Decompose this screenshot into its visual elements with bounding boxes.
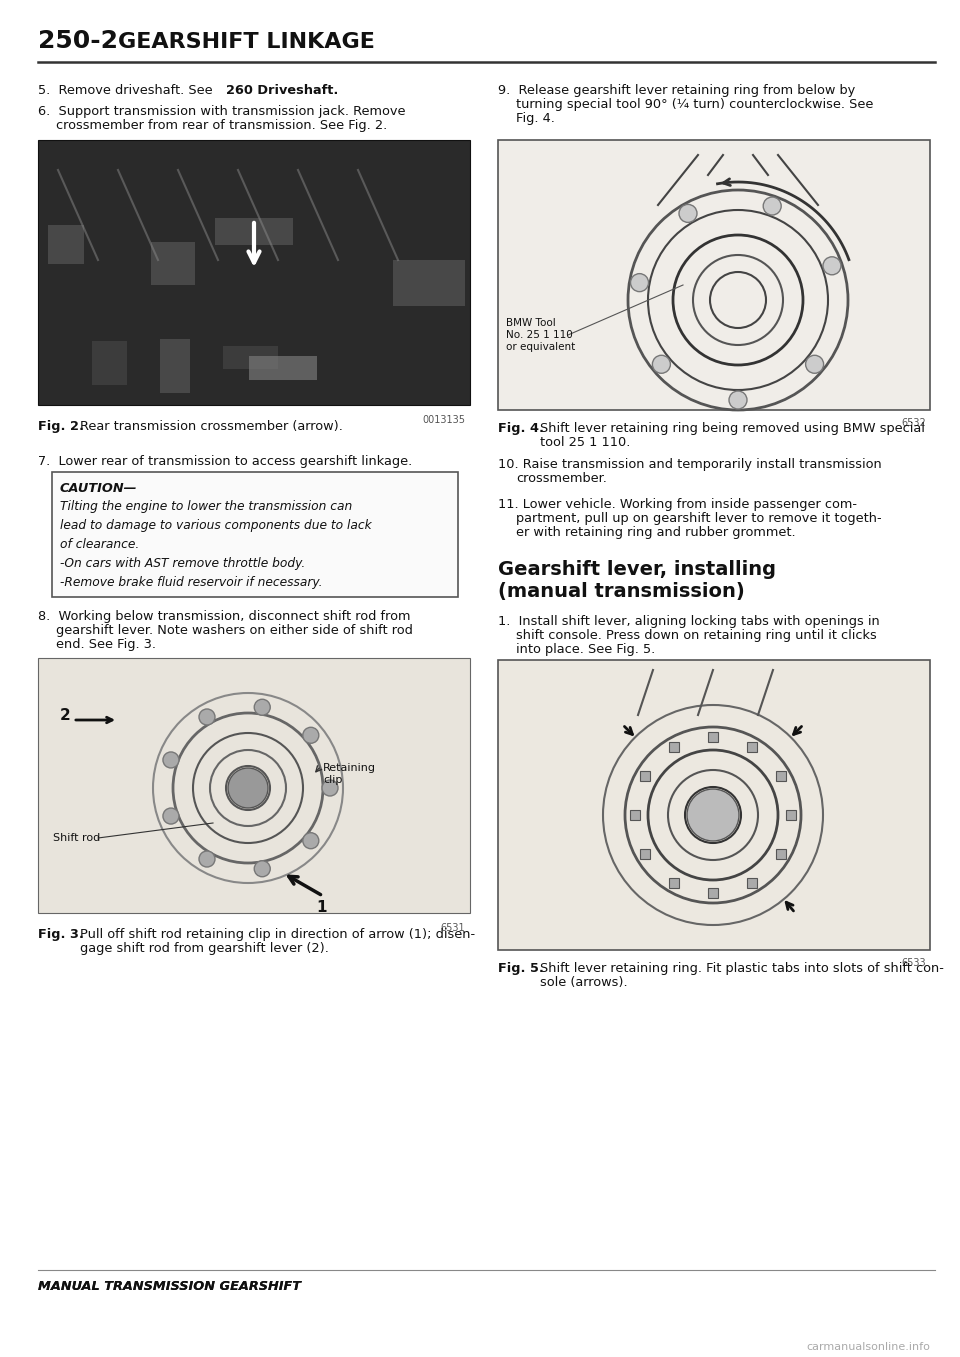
Text: gage shift rod from gearshift lever (2).: gage shift rod from gearshift lever (2). bbox=[80, 942, 329, 955]
Text: Fig. 4.: Fig. 4. bbox=[498, 422, 544, 436]
Text: -On cars with AST remove throttle body.: -On cars with AST remove throttle body. bbox=[60, 556, 305, 570]
Text: 10. Raise transmission and temporarily install transmission: 10. Raise transmission and temporarily i… bbox=[498, 459, 881, 471]
Bar bbox=[223, 346, 278, 369]
Circle shape bbox=[163, 752, 179, 768]
Bar bbox=[151, 242, 195, 285]
Circle shape bbox=[254, 860, 270, 877]
Bar bbox=[708, 887, 718, 898]
Text: sole (arrows).: sole (arrows). bbox=[540, 976, 628, 989]
Text: 6531: 6531 bbox=[441, 923, 465, 934]
Bar bbox=[52, 472, 458, 597]
Bar bbox=[92, 341, 127, 385]
Circle shape bbox=[302, 833, 319, 848]
Text: lead to damage to various components due to lack: lead to damage to various components due… bbox=[60, 518, 372, 532]
Circle shape bbox=[631, 274, 649, 292]
Text: Shift rod: Shift rod bbox=[53, 833, 100, 843]
Text: crossmember.: crossmember. bbox=[516, 472, 607, 484]
Text: Retaining
clip: Retaining clip bbox=[323, 763, 376, 784]
Circle shape bbox=[653, 356, 670, 373]
Circle shape bbox=[322, 780, 338, 797]
Bar bbox=[747, 878, 757, 887]
Text: into place. See Fig. 5.: into place. See Fig. 5. bbox=[516, 643, 656, 655]
Text: No. 25 1 110: No. 25 1 110 bbox=[506, 330, 573, 341]
Text: 6.  Support transmission with transmission jack. Remove: 6. Support transmission with transmissio… bbox=[38, 104, 405, 118]
Bar bbox=[498, 660, 930, 950]
Text: 1.  Install shift lever, aligning locking tabs with openings in: 1. Install shift lever, aligning locking… bbox=[498, 615, 879, 628]
Text: er with retaining ring and rubber grommet.: er with retaining ring and rubber gromme… bbox=[516, 527, 796, 539]
Text: Fig. 5.: Fig. 5. bbox=[498, 962, 544, 974]
Text: 260 Driveshaft.: 260 Driveshaft. bbox=[226, 84, 338, 96]
Bar bbox=[215, 218, 293, 246]
Text: shift console. Press down on retaining ring until it clicks: shift console. Press down on retaining r… bbox=[516, 630, 876, 642]
Text: Fig. 4.: Fig. 4. bbox=[516, 113, 555, 125]
Bar bbox=[708, 731, 718, 742]
Text: tool 25 1 110.: tool 25 1 110. bbox=[540, 436, 631, 449]
Text: partment, pull up on gearshift lever to remove it togeth-: partment, pull up on gearshift lever to … bbox=[516, 512, 881, 525]
Text: 250-2: 250-2 bbox=[38, 28, 118, 53]
Text: crossmember from rear of transmission. See Fig. 2.: crossmember from rear of transmission. S… bbox=[56, 119, 387, 132]
Text: GEARSHIFT LINKAGE: GEARSHIFT LINKAGE bbox=[118, 33, 374, 52]
Bar bbox=[38, 140, 470, 404]
Text: 5.  Remove driveshaft. See: 5. Remove driveshaft. See bbox=[38, 84, 217, 96]
Circle shape bbox=[199, 851, 215, 867]
Circle shape bbox=[163, 807, 179, 824]
Circle shape bbox=[729, 391, 747, 408]
Circle shape bbox=[254, 699, 270, 715]
Text: 1: 1 bbox=[316, 900, 326, 915]
Bar bbox=[498, 140, 930, 410]
Text: -Remove brake fluid reservoir if necessary.: -Remove brake fluid reservoir if necessa… bbox=[60, 575, 323, 589]
Circle shape bbox=[823, 256, 841, 275]
Bar bbox=[669, 878, 679, 887]
Circle shape bbox=[763, 197, 781, 214]
Text: CAUTION—: CAUTION— bbox=[60, 482, 137, 495]
Text: or equivalent: or equivalent bbox=[506, 342, 575, 351]
Text: 2: 2 bbox=[60, 708, 71, 723]
Bar bbox=[747, 742, 757, 752]
Text: of clearance.: of clearance. bbox=[60, 537, 139, 551]
Text: Shift lever retaining ring being removed using BMW special: Shift lever retaining ring being removed… bbox=[540, 422, 924, 436]
Text: BMW Tool: BMW Tool bbox=[506, 318, 556, 328]
Bar bbox=[630, 810, 640, 820]
Bar bbox=[776, 771, 785, 782]
Circle shape bbox=[805, 356, 824, 373]
Text: Tilting the engine to lower the transmission can: Tilting the engine to lower the transmis… bbox=[60, 499, 352, 513]
Text: MANUAL TRANSMISSION GEARSHIFT: MANUAL TRANSMISSION GEARSHIFT bbox=[38, 1280, 301, 1293]
Text: (manual transmission): (manual transmission) bbox=[498, 582, 745, 601]
Text: 11. Lower vehicle. Working from inside passenger com-: 11. Lower vehicle. Working from inside p… bbox=[498, 498, 857, 512]
Text: Fig. 3.: Fig. 3. bbox=[38, 928, 84, 940]
Text: MANUAL TRANSMISSION GEARSHIFT: MANUAL TRANSMISSION GEARSHIFT bbox=[38, 1280, 301, 1293]
Bar bbox=[640, 771, 651, 782]
Circle shape bbox=[687, 788, 739, 841]
Circle shape bbox=[679, 205, 697, 223]
Text: 0013135: 0013135 bbox=[422, 415, 465, 425]
Bar bbox=[160, 339, 190, 394]
Bar bbox=[776, 849, 785, 859]
Text: gearshift lever. Note washers on either side of shift rod: gearshift lever. Note washers on either … bbox=[56, 624, 413, 636]
Bar bbox=[38, 658, 470, 913]
Text: Pull off shift rod retaining clip in direction of arrow (1); disen-: Pull off shift rod retaining clip in dir… bbox=[80, 928, 475, 940]
Circle shape bbox=[228, 768, 268, 807]
Bar bbox=[640, 849, 651, 859]
Bar bbox=[249, 356, 317, 380]
Bar bbox=[48, 225, 84, 265]
Circle shape bbox=[302, 727, 319, 744]
Text: 9.  Release gearshift lever retaining ring from below by: 9. Release gearshift lever retaining rin… bbox=[498, 84, 855, 96]
Text: Fig. 2.: Fig. 2. bbox=[38, 421, 84, 433]
Circle shape bbox=[199, 708, 215, 725]
Text: Shift lever retaining ring. Fit plastic tabs into slots of shift con-: Shift lever retaining ring. Fit plastic … bbox=[540, 962, 944, 974]
Text: 8.  Working below transmission, disconnect shift rod from: 8. Working below transmission, disconnec… bbox=[38, 611, 411, 623]
Text: turning special tool 90° (¼ turn) counterclockwise. See: turning special tool 90° (¼ turn) counte… bbox=[516, 98, 874, 111]
Text: 6532: 6532 bbox=[901, 418, 926, 427]
Text: 7.  Lower rear of transmission to access gearshift linkage.: 7. Lower rear of transmission to access … bbox=[38, 455, 412, 468]
Bar bbox=[786, 810, 796, 820]
Text: Rear transmission crossmember (​arrow).: Rear transmission crossmember (​arrow). bbox=[80, 421, 343, 433]
Text: Gearshift lever, installing: Gearshift lever, installing bbox=[498, 560, 776, 579]
Bar bbox=[669, 742, 679, 752]
Text: carmanualsonline.info: carmanualsonline.info bbox=[806, 1342, 930, 1352]
Bar bbox=[393, 261, 465, 305]
Text: 6533: 6533 bbox=[901, 958, 926, 968]
Text: end. See Fig. 3.: end. See Fig. 3. bbox=[56, 638, 156, 651]
